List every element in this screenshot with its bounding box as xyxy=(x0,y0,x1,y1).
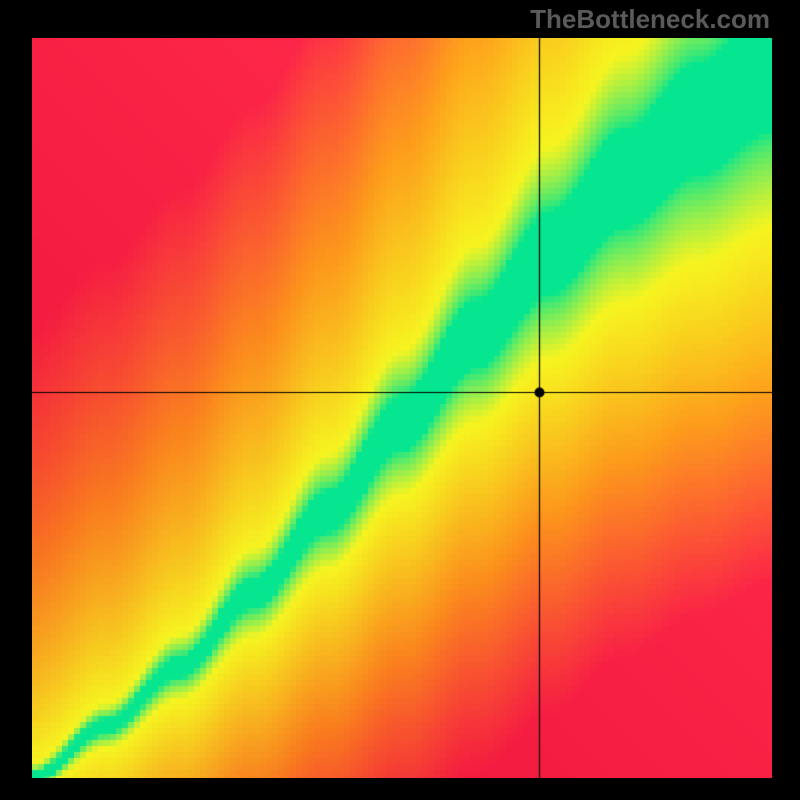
chart-container: { "watermark": { "text": "TheBottleneck.… xyxy=(0,0,800,800)
watermark-text: TheBottleneck.com xyxy=(530,4,770,35)
bottleneck-heatmap xyxy=(32,38,772,778)
